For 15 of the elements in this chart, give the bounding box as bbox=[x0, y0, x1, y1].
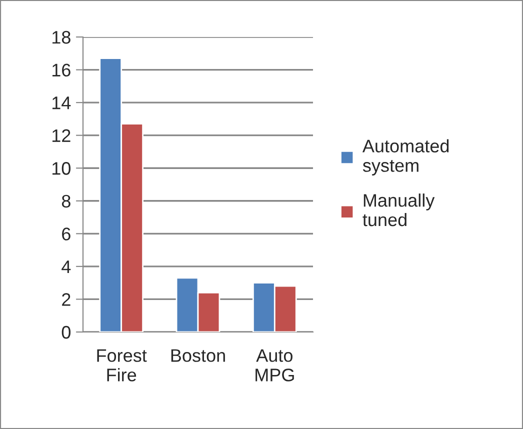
legend-label: Automated system bbox=[362, 139, 449, 176]
y-tick-label: 16 bbox=[52, 64, 70, 76]
x-tick-label: Boston bbox=[171, 349, 225, 362]
y-tick-label: 4 bbox=[62, 260, 71, 273]
y-tick-label: 2 bbox=[62, 293, 70, 306]
x-tick-label: Auto MPG bbox=[256, 349, 294, 382]
y-tick-label: 8 bbox=[62, 194, 70, 208]
y-tick-label: 18 bbox=[52, 30, 70, 44]
legend-label: Manually tuned bbox=[362, 194, 435, 226]
y-tick-label: 0 bbox=[62, 326, 70, 339]
y-tick-label: 6 bbox=[62, 228, 70, 240]
y-tick-label: 10 bbox=[52, 162, 70, 175]
y-tick-label: 14 bbox=[52, 96, 71, 110]
y-tick-label: 12 bbox=[52, 129, 70, 142]
x-tick-label: Forest Fire bbox=[97, 349, 147, 382]
